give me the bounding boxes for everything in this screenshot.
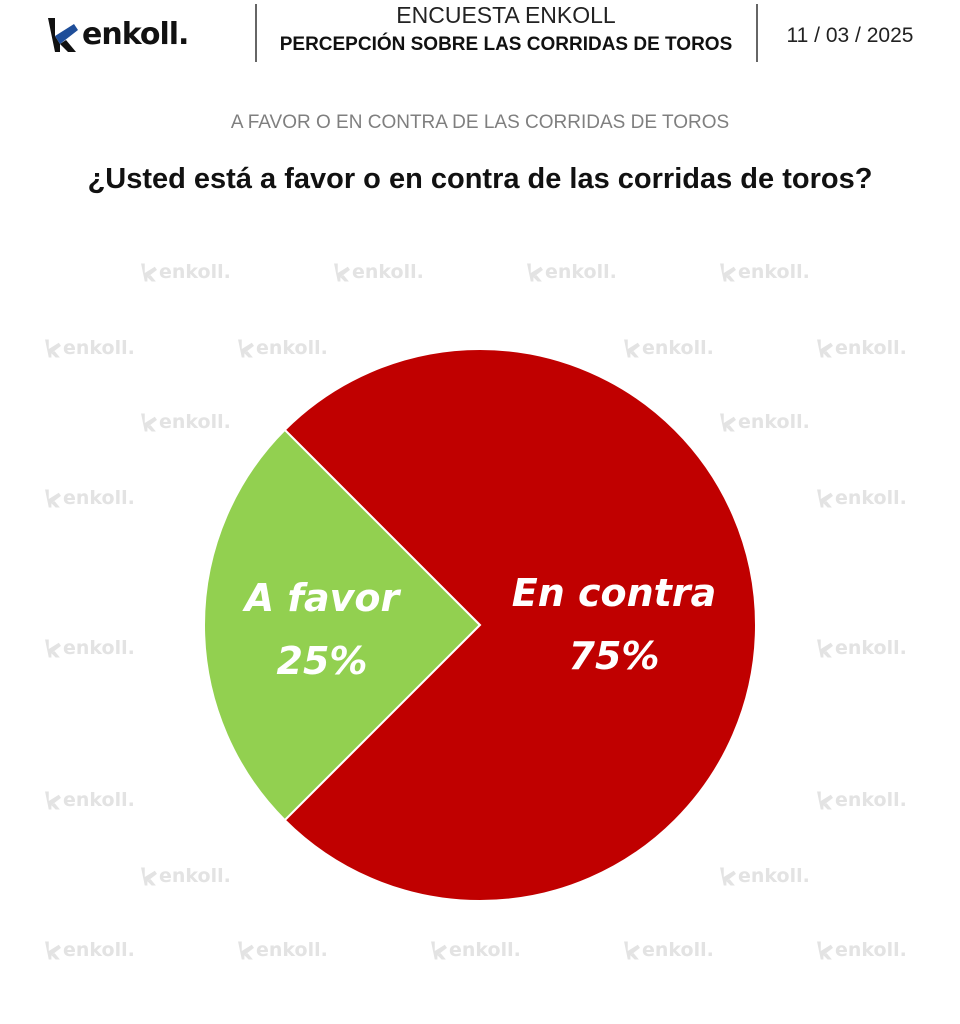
- watermark-mark-icon: [141, 413, 157, 432]
- watermark-mark-icon: [817, 489, 833, 508]
- watermark-text: enkoll.: [256, 939, 328, 961]
- watermark-logo: enkoll.: [623, 938, 723, 962]
- watermark-text: enkoll.: [63, 337, 135, 359]
- watermark-mark-icon: [45, 639, 61, 658]
- watermark-mark-icon: [624, 941, 640, 960]
- watermark-logo: enkoll.: [526, 260, 626, 284]
- watermark-mark-icon: [624, 339, 640, 358]
- watermark-logo: enkoll.: [816, 788, 916, 812]
- watermark-text: enkoll.: [63, 789, 135, 811]
- watermark-logo: enkoll.: [719, 410, 819, 434]
- watermark-logo: enkoll.: [140, 410, 240, 434]
- watermark-text: enkoll.: [159, 865, 231, 887]
- watermark-text: enkoll.: [159, 411, 231, 433]
- watermark-mark-icon: [238, 941, 254, 960]
- watermark-mark-icon: [45, 489, 61, 508]
- section-title: A FAVOR O EN CONTRA DE LAS CORRIDAS DE T…: [230, 112, 730, 133]
- survey-title: ENCUESTA ENKOLL: [396, 2, 616, 28]
- watermark-logo: enkoll.: [44, 336, 144, 360]
- watermark-text: enkoll.: [835, 337, 907, 359]
- enkoll-logo: enkoll.: [46, 12, 189, 56]
- logo-mark-icon: [48, 18, 78, 52]
- logo-text: enkoll.: [82, 16, 189, 52]
- watermark-mark-icon: [817, 791, 833, 810]
- watermark-text: enkoll.: [738, 865, 810, 887]
- watermark-mark-icon: [720, 867, 736, 886]
- watermark-mark-icon: [527, 263, 543, 282]
- watermark-mark-icon: [817, 339, 833, 358]
- header-divider: [756, 4, 758, 62]
- watermark-logo: enkoll.: [719, 260, 819, 284]
- pie-slice-en-contra: [283, 348, 758, 902]
- watermark-text: enkoll.: [835, 487, 907, 509]
- watermark-logo: enkoll.: [816, 336, 916, 360]
- watermark-mark-icon: [431, 941, 447, 960]
- watermark-logo: enkoll.: [816, 486, 916, 510]
- chart-title: ¿Usted está a favor o en contra de las c…: [87, 163, 873, 195]
- watermark-logo: enkoll.: [140, 260, 240, 284]
- watermark-mark-icon: [45, 791, 61, 810]
- watermark-text: enkoll.: [256, 337, 328, 359]
- watermark-text: enkoll.: [159, 261, 231, 283]
- watermark-logo: enkoll.: [44, 788, 144, 812]
- watermark-logo: enkoll.: [237, 336, 337, 360]
- slice-label: En contra: [512, 571, 716, 615]
- watermark-text: enkoll.: [449, 939, 521, 961]
- watermark-logo: enkoll.: [816, 938, 916, 962]
- watermark-mark-icon: [141, 263, 157, 282]
- watermark-text: enkoll.: [352, 261, 424, 283]
- watermark-mark-icon: [45, 941, 61, 960]
- survey-date: 11 / 03 / 2025: [786, 24, 914, 47]
- survey-subtitle: PERCEPCIÓN SOBRE LAS CORRIDAS DE TOROS: [279, 34, 733, 55]
- watermark-mark-icon: [817, 639, 833, 658]
- watermark-mark-icon: [141, 867, 157, 886]
- header-divider: [255, 4, 257, 62]
- watermark-text: enkoll.: [835, 939, 907, 961]
- watermark-mark-icon: [720, 263, 736, 282]
- watermark-logo: enkoll.: [430, 938, 530, 962]
- watermark-logo: enkoll.: [44, 636, 144, 660]
- watermark-mark-icon: [238, 339, 254, 358]
- watermark-text: enkoll.: [63, 487, 135, 509]
- watermark-mark-icon: [45, 339, 61, 358]
- watermark-text: enkoll.: [642, 939, 714, 961]
- watermark-text: enkoll.: [835, 637, 907, 659]
- watermark-logo: enkoll.: [816, 636, 916, 660]
- watermark-logo: enkoll.: [237, 938, 337, 962]
- watermark-logo: enkoll.: [333, 260, 433, 284]
- watermark-logo: enkoll.: [140, 864, 240, 888]
- watermark-mark-icon: [817, 941, 833, 960]
- watermark-text: enkoll.: [63, 939, 135, 961]
- watermark-text: enkoll.: [545, 261, 617, 283]
- watermark-text: enkoll.: [835, 789, 907, 811]
- watermark-logo: enkoll.: [44, 486, 144, 510]
- watermark-text: enkoll.: [63, 637, 135, 659]
- watermark-logo: enkoll.: [623, 336, 723, 360]
- slice-label: A favor: [242, 576, 402, 620]
- watermark-mark-icon: [334, 263, 350, 282]
- slice-value-label: 25%: [277, 639, 368, 683]
- watermark-logo: enkoll.: [44, 938, 144, 962]
- watermark-text: enkoll.: [738, 411, 810, 433]
- watermark-text: enkoll.: [738, 261, 810, 283]
- watermark-text: enkoll.: [642, 337, 714, 359]
- slice-value-label: 75%: [569, 634, 660, 678]
- pie-slice-a-favor: [203, 428, 482, 822]
- watermark-mark-icon: [720, 413, 736, 432]
- watermark-logo: enkoll.: [719, 864, 819, 888]
